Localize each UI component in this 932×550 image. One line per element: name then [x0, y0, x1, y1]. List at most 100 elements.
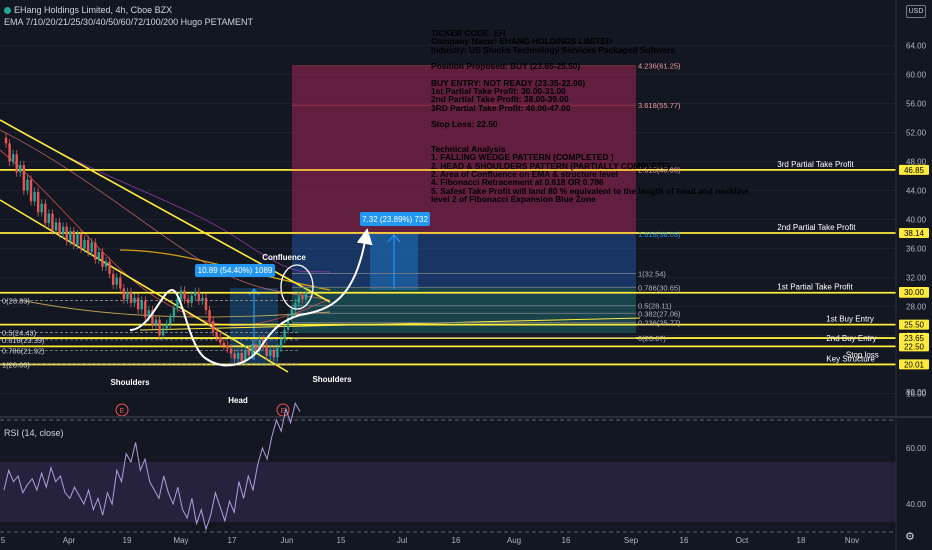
- price-tag: [899, 227, 929, 238]
- candle-body: [194, 292, 197, 296]
- candle-body: [226, 345, 229, 349]
- ema-slow-line: [0, 119, 331, 273]
- time-tick-label: 15: [337, 536, 346, 545]
- candle-body: [179, 290, 183, 300]
- price-tick-label: 48.00: [906, 158, 927, 167]
- price-tag-text: 20.01: [904, 360, 925, 369]
- note-line: 1. FALLING WEDGE PATTERN (COMPLETED ): [431, 152, 614, 163]
- candle-body: [133, 297, 136, 303]
- price-tick-label: 44.00: [906, 187, 927, 196]
- time-tick-label: Nov: [845, 536, 859, 545]
- price-tag: [899, 164, 929, 175]
- candle-body: [15, 154, 18, 173]
- rsi-band: [0, 462, 896, 522]
- candle-body: [222, 342, 226, 346]
- candle-body: [26, 179, 29, 191]
- candle-body: [11, 154, 15, 162]
- measure-label: 10.89 (54.40%) 1089: [198, 266, 273, 275]
- symbol-title[interactable]: EHang Holdings Limited, 4h, Cboe BZX: [4, 5, 172, 15]
- confluence-circle: [280, 264, 314, 310]
- candle-body: [254, 344, 258, 350]
- time-tick-label: 16: [452, 536, 461, 545]
- fib-expansion-label: 3.618(55.77): [638, 101, 681, 110]
- candle-body: [101, 252, 104, 267]
- ema-lines: [0, 119, 331, 326]
- candle-body: [290, 309, 293, 318]
- candle-body: [79, 234, 83, 249]
- head-label: Head: [228, 396, 248, 405]
- candle-body: [158, 319, 161, 336]
- candle-body: [272, 350, 276, 358]
- fib-left-label: 0(28.83): [2, 296, 30, 305]
- measure-label: 7.32 (23.89%) 732: [362, 215, 428, 224]
- fib-expansion-label: 2.618(46.90): [638, 165, 681, 174]
- candle-body: [136, 297, 140, 310]
- time-tick-label: 18: [797, 536, 806, 545]
- time-tick-label: 5: [1, 536, 6, 545]
- note-line: BUY ENTRY: NOT READY (23.35-22.00): [431, 77, 586, 88]
- candle-body: [8, 143, 11, 162]
- price-tag: [899, 341, 929, 352]
- rsi-tick-label: 40.00: [906, 500, 927, 509]
- note-line: 4. Fibonacci Retracement at 0.618 OR 0.7…: [431, 177, 604, 188]
- pattern-drawings: [129, 228, 373, 367]
- key-level-label: 1st Partial Take Profit: [777, 283, 853, 292]
- reward-zone: [292, 233, 636, 333]
- candle-body: [122, 288, 126, 300]
- fib-left-label: 0.786(21.92): [2, 347, 45, 356]
- candle-body: [47, 213, 51, 224]
- chart-labels: 10.89 (54.40%) 1089 7.32 (23.89%) 732 Conf…: [110, 212, 430, 417]
- price-tick-label: 64.00: [906, 42, 927, 51]
- note-line: TICKER CODE: EH: [431, 28, 506, 38]
- note-line: Stop Loss: 22.50: [431, 119, 498, 130]
- price-axis: 16.0020.0024.0028.0032.0036.0040.0044.00…: [899, 42, 929, 509]
- right-shoulder-label: Shoulders: [312, 375, 352, 384]
- price-tag: [899, 359, 929, 370]
- note-line: 1st Partial Take Profit: 30.00-31.00: [431, 86, 566, 97]
- ema-mid-line: [0, 129, 331, 301]
- time-tick-label: Jun: [281, 536, 294, 545]
- candle-body: [229, 348, 233, 354]
- candle-body: [211, 321, 215, 332]
- time-tick-label: Sep: [624, 536, 639, 545]
- candle-body: [29, 179, 33, 202]
- price-tag: [899, 333, 929, 344]
- key-level-label: 2nd Partial Take Profit: [777, 223, 856, 232]
- candle-body: [140, 300, 143, 310]
- price-series: [4, 133, 308, 366]
- candle-body: [4, 137, 8, 144]
- candle-body: [176, 299, 179, 308]
- candle-body: [208, 310, 211, 321]
- time-axis: 5 Apr 19 May 17 Jun 15 Jul 16 Aug 16 Sep 16 Oct 18 Nov: [1, 536, 859, 545]
- indicator-label[interactable]: EMA 7/10/20/21/25/30/40/50/60/72/100/200…: [4, 17, 253, 27]
- candle-body: [104, 261, 108, 267]
- candle-body: [204, 297, 208, 311]
- rsi-label[interactable]: RSI (14, close): [4, 428, 64, 438]
- time-tick-label: Aug: [507, 536, 521, 545]
- analysis-note[interactable]: TICKER CODE: EH Company Name: EHANG HOLDI…: [431, 28, 749, 204]
- currency-button[interactable]: USD: [906, 5, 926, 18]
- fib-retracement-label: 0(23.67): [638, 334, 666, 343]
- candle-body: [165, 323, 168, 329]
- candle-body: [265, 346, 268, 356]
- candle-body: [301, 296, 304, 300]
- note-line: 2. Area of Confluence on EMA & structure…: [431, 169, 618, 180]
- gear-icon[interactable]: ⚙: [905, 531, 915, 543]
- time-tick-label: 19: [123, 536, 132, 545]
- candle-body: [61, 226, 65, 234]
- candle-body: [240, 352, 243, 361]
- candle-body: [172, 307, 176, 318]
- risk-zone: [292, 66, 636, 233]
- status-dot-icon: [4, 7, 11, 15]
- candle-body: [51, 213, 54, 231]
- measure-arrow-2: [387, 234, 401, 289]
- price-tick-label: 16.00: [906, 390, 927, 399]
- symbol-title-text: EHang Holdings Limited, 4h, Cboe BZX: [14, 5, 173, 15]
- price-tick-label: 40.00: [906, 216, 927, 225]
- ema-trend-line: [19, 299, 331, 318]
- key-level-label: 2nd Buy Entry: [826, 334, 876, 343]
- price-tag: [899, 287, 929, 297]
- earnings-marker-text: E: [120, 408, 125, 415]
- measure-label-box: [195, 264, 275, 277]
- candle-body: [58, 222, 61, 234]
